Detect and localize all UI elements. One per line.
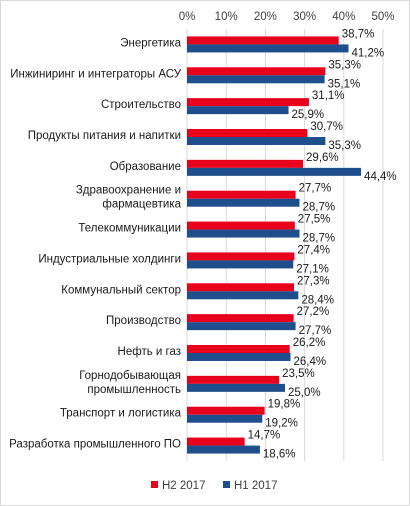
data-label-h2-2017: 27,3% <box>297 275 330 287</box>
x-tick-label: 40% <box>332 11 355 23</box>
bar-h1-2017 <box>187 414 263 423</box>
x-tick-label: 50% <box>371 11 394 23</box>
data-label-h2-2017: 35,3% <box>328 59 361 71</box>
category-label: Инжиниринг и интеграторы АСУ <box>10 68 181 80</box>
category-label: Индустриальные холдинги <box>38 253 181 265</box>
bar-h2-2017 <box>187 67 326 76</box>
bar-h1-2017 <box>187 137 326 145</box>
category-label: Здравоохранение и <box>76 185 181 197</box>
bar-h2-2017 <box>187 437 245 446</box>
bar-h2-2017 <box>187 98 309 107</box>
data-label-h2-2017: 26,2% <box>293 337 326 349</box>
legend-swatch-h2-2017 <box>151 481 158 488</box>
data-label-h2-2017: 14,7% <box>248 430 281 442</box>
category-label: Энергетика <box>120 37 181 49</box>
category-label: фармацевтика <box>102 199 181 211</box>
legend-label: H1 2017 <box>234 480 277 492</box>
category-label: Продукты питания и напитки <box>28 130 181 142</box>
data-label-h2-2017: 27,5% <box>298 214 331 226</box>
category-label: Образование <box>110 161 181 173</box>
data-label-h1-2017: 28,4% <box>301 294 334 306</box>
data-label-h2-2017: 38,7% <box>342 28 375 40</box>
category-label: Транспорт и логистика <box>60 408 182 420</box>
data-label-h2-2017: 27,2% <box>297 306 330 318</box>
data-label-h1-2017: 28,7% <box>303 233 336 245</box>
data-label-h1-2017: 44,4% <box>364 171 397 183</box>
bar-h2-2017 <box>187 159 304 168</box>
x-tick-label: 0% <box>179 11 196 23</box>
data-label-h1-2017: 18,6% <box>263 449 296 461</box>
bar-h1-2017 <box>187 229 300 238</box>
bar-h1-2017 <box>187 291 299 300</box>
data-label-h2-2017: 30,7% <box>310 121 343 133</box>
bar-h1-2017 <box>187 106 289 115</box>
data-label-h2-2017: 27,4% <box>297 244 330 256</box>
category-label: Производство <box>106 315 181 327</box>
category-label: промышленность <box>87 384 181 396</box>
bar-h1-2017 <box>187 353 291 361</box>
data-label-h1-2017: 27,1% <box>296 263 329 275</box>
bar-h2-2017 <box>187 314 294 323</box>
bar-h1-2017 <box>187 260 294 269</box>
data-label-h1-2017: 35,1% <box>328 78 361 90</box>
x-tick-label: 20% <box>254 11 277 23</box>
data-label-h1-2017: 35,3% <box>328 140 361 152</box>
legend-swatch-h1-2017 <box>223 481 230 488</box>
category-label: Коммунальный сектор <box>61 284 181 296</box>
bar-h2-2017 <box>187 252 295 261</box>
data-label-h2-2017: 19,8% <box>268 399 301 411</box>
bar-h2-2017 <box>187 375 280 384</box>
data-label-h1-2017: 28,7% <box>303 202 336 214</box>
bar-h1-2017 <box>187 75 325 84</box>
bar-h2-2017 <box>187 36 339 45</box>
category-label: Телекоммуникации <box>78 223 181 235</box>
data-label-h1-2017: 25,9% <box>292 109 325 121</box>
data-label-h2-2017: 23,5% <box>282 368 315 380</box>
bar-h1-2017 <box>187 322 296 331</box>
data-label-h1-2017: 19,2% <box>265 418 298 430</box>
category-label: Разработка промышленного ПО <box>9 439 181 451</box>
bar-h2-2017 <box>187 406 265 415</box>
x-tick-label: 10% <box>215 11 238 23</box>
x-tick-label: 30% <box>293 11 316 23</box>
data-label-h2-2017: 29,6% <box>306 152 339 164</box>
bar-h1-2017 <box>187 383 285 392</box>
bar-h1-2017 <box>187 445 260 454</box>
data-label-h2-2017: 27,7% <box>299 183 332 195</box>
legend-label: H2 2017 <box>162 480 205 492</box>
data-label-h1-2017: 26,4% <box>293 356 326 368</box>
bar-h1-2017 <box>187 167 362 176</box>
bar-h2-2017 <box>187 283 295 292</box>
data-label-h2-2017: 31,1% <box>312 90 345 102</box>
category-label: Нефть и газ <box>118 346 181 358</box>
category-label: Горнодобывающая <box>79 370 181 382</box>
bar-h2-2017 <box>187 129 308 137</box>
bar-h2-2017 <box>187 190 296 199</box>
data-label-h1-2017: 41,2% <box>352 47 385 59</box>
bar-h1-2017 <box>187 44 349 53</box>
data-label-h1-2017: 27,7% <box>299 325 332 337</box>
bar-h1-2017 <box>187 198 300 207</box>
bar-h2-2017 <box>187 221 295 230</box>
bar-h2-2017 <box>187 345 290 353</box>
data-label-h1-2017: 25,0% <box>288 387 321 399</box>
category-label: Строительство <box>101 99 181 111</box>
